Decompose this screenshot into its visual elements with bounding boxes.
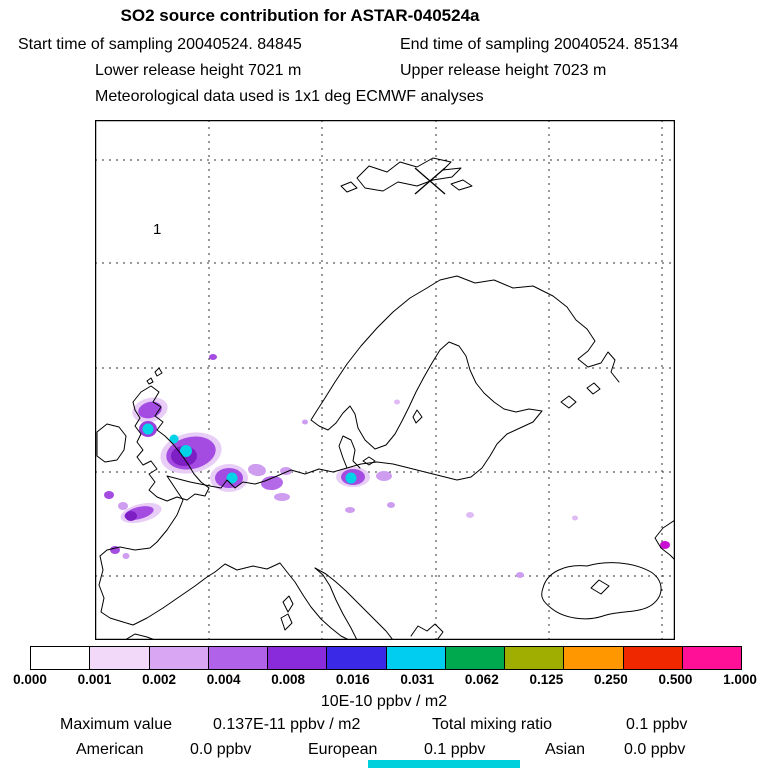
concentration-hotspot xyxy=(209,354,217,360)
concentration-hotspot xyxy=(104,491,114,499)
total-mixing-ratio-value: 0.1 ppbv xyxy=(626,716,688,733)
colorbar-tick-label: 0.001 xyxy=(77,672,112,687)
colorbar-labels: 0.000 0.001 0.002 0.004 0.008 0.016 0.031 0.062… xyxy=(13,672,757,690)
source-european-value: 0.1 ppbv xyxy=(424,741,486,758)
colorbar-tick-label: 0.002 xyxy=(142,672,176,687)
concentration-hotspot xyxy=(142,423,154,435)
concentration-hotspot xyxy=(274,493,290,501)
coastline-gotland xyxy=(412,409,423,424)
source-asian-label: Asian xyxy=(545,741,586,758)
concentration-overlay xyxy=(104,354,670,578)
colorbar-cell xyxy=(505,647,565,669)
colorbar-cell xyxy=(327,647,387,669)
concentration-hotspot xyxy=(345,472,357,484)
colorbar-unit: 10E-10 ppbv / m2 xyxy=(320,693,448,710)
colorbar-tick-label: 0.031 xyxy=(400,672,435,687)
colorbar-tick-label: 0.016 xyxy=(335,672,370,687)
colorbar-cell xyxy=(90,647,150,669)
coastline-svalbard-isle2 xyxy=(340,181,358,193)
source-american-label: American xyxy=(76,741,144,758)
cropped-colorbar-strip xyxy=(368,760,520,768)
colorbar-tick-label: 1.000 xyxy=(723,672,757,687)
coastline-north-africa xyxy=(124,633,156,640)
colorbar-cell xyxy=(386,647,446,669)
concentration-hotspot xyxy=(572,515,578,521)
concentration-hotspot xyxy=(376,471,392,481)
start-time-text: Start time of sampling 20040524. 84845 xyxy=(18,36,302,53)
concentration-hotspot xyxy=(660,541,670,549)
coastline-sardinia xyxy=(280,613,293,631)
concentration-hotspot xyxy=(125,511,137,521)
map-gridlines xyxy=(95,120,675,640)
coastline-great-britain xyxy=(132,385,210,502)
concentration-hotspot xyxy=(387,502,395,508)
concentration-hotspot xyxy=(345,507,355,513)
coastline-svalbard-isle xyxy=(450,179,473,191)
coastline-jutland xyxy=(338,435,361,469)
coastline-ireland xyxy=(96,423,127,463)
end-time-text: End time of sampling 20040524. 85134 xyxy=(400,36,679,53)
concentration-hotspot xyxy=(261,475,283,491)
colorbar-cell xyxy=(564,647,624,669)
coastline-greece xyxy=(410,623,444,640)
concentration-hotspot xyxy=(169,434,179,444)
colorbar-cell xyxy=(682,647,741,669)
coastline-baltic-east xyxy=(346,410,543,481)
colorbar-tick-label: 0.062 xyxy=(464,672,499,687)
coastline-danish-isles xyxy=(362,456,376,466)
source-european-label: European xyxy=(308,741,378,758)
coastline-italy-east xyxy=(314,567,358,640)
coastline-balkan xyxy=(314,567,394,640)
colorbar-cell xyxy=(445,647,505,669)
max-value: 0.137E-11 ppbv / m2 xyxy=(213,716,361,733)
colorbar-tick-label: 0.008 xyxy=(271,672,306,687)
map-canvas: 1 xyxy=(95,120,675,640)
source-american-value: 0.0 ppbv xyxy=(190,741,252,758)
contour-label: 1 xyxy=(153,221,161,238)
colorbar-tick-label: 0.004 xyxy=(206,672,241,687)
coastline-east-edge xyxy=(654,519,675,561)
colorbar-tick-label: 0.500 xyxy=(658,672,693,687)
concentration-hotspot xyxy=(302,419,308,425)
figure-title: SO2 source contribution for ASTAR-040524… xyxy=(120,6,480,25)
max-value-label: Maximum value xyxy=(60,716,173,733)
meteo-text: Meteorological data used is 1x1 deg ECMW… xyxy=(95,88,484,105)
concentration-hotspot xyxy=(466,512,474,518)
coastlines xyxy=(96,157,675,640)
concentration-hotspot xyxy=(122,553,130,559)
colorbar-tick-label: 0.000 xyxy=(13,672,47,687)
coastline-crimea xyxy=(590,579,610,595)
coastline-barents xyxy=(439,275,620,383)
concentration-hotspot xyxy=(226,472,238,484)
coastline-black-sea xyxy=(541,562,662,620)
source-asian-value: 0.0 ppbv xyxy=(624,741,686,758)
colorbar-cell xyxy=(623,647,683,669)
coastline-scandinavia xyxy=(310,279,543,450)
concentration-hotspot xyxy=(248,463,266,477)
colorbar-cell xyxy=(268,647,328,669)
coastline-shetland xyxy=(146,367,163,385)
colorbar-tick-label: 0.250 xyxy=(594,672,628,687)
colorbar-cell xyxy=(208,647,268,669)
lower-release-text: Lower release height 7021 m xyxy=(95,62,302,79)
release-location-marker xyxy=(414,167,446,195)
colorbar-tick-label: 0.125 xyxy=(529,672,564,687)
upper-release-text: Upper release height 7023 m xyxy=(400,62,607,79)
concentration-hotspot xyxy=(516,572,524,578)
coastline-svalbard xyxy=(356,157,462,192)
colorbar-cell xyxy=(149,647,209,669)
coastline-lakes-nw-russia xyxy=(560,382,601,409)
concentration-hotspot xyxy=(180,445,192,457)
concentration-hotspot xyxy=(394,399,400,405)
concentration-hotspot xyxy=(118,502,128,510)
colorbar xyxy=(30,646,742,670)
coastline-corsica xyxy=(282,595,294,613)
total-mixing-ratio-label: Total mixing ratio xyxy=(432,716,553,733)
colorbar-cell xyxy=(31,647,91,669)
coastline-continent-west xyxy=(98,467,350,640)
map-border xyxy=(95,120,675,640)
